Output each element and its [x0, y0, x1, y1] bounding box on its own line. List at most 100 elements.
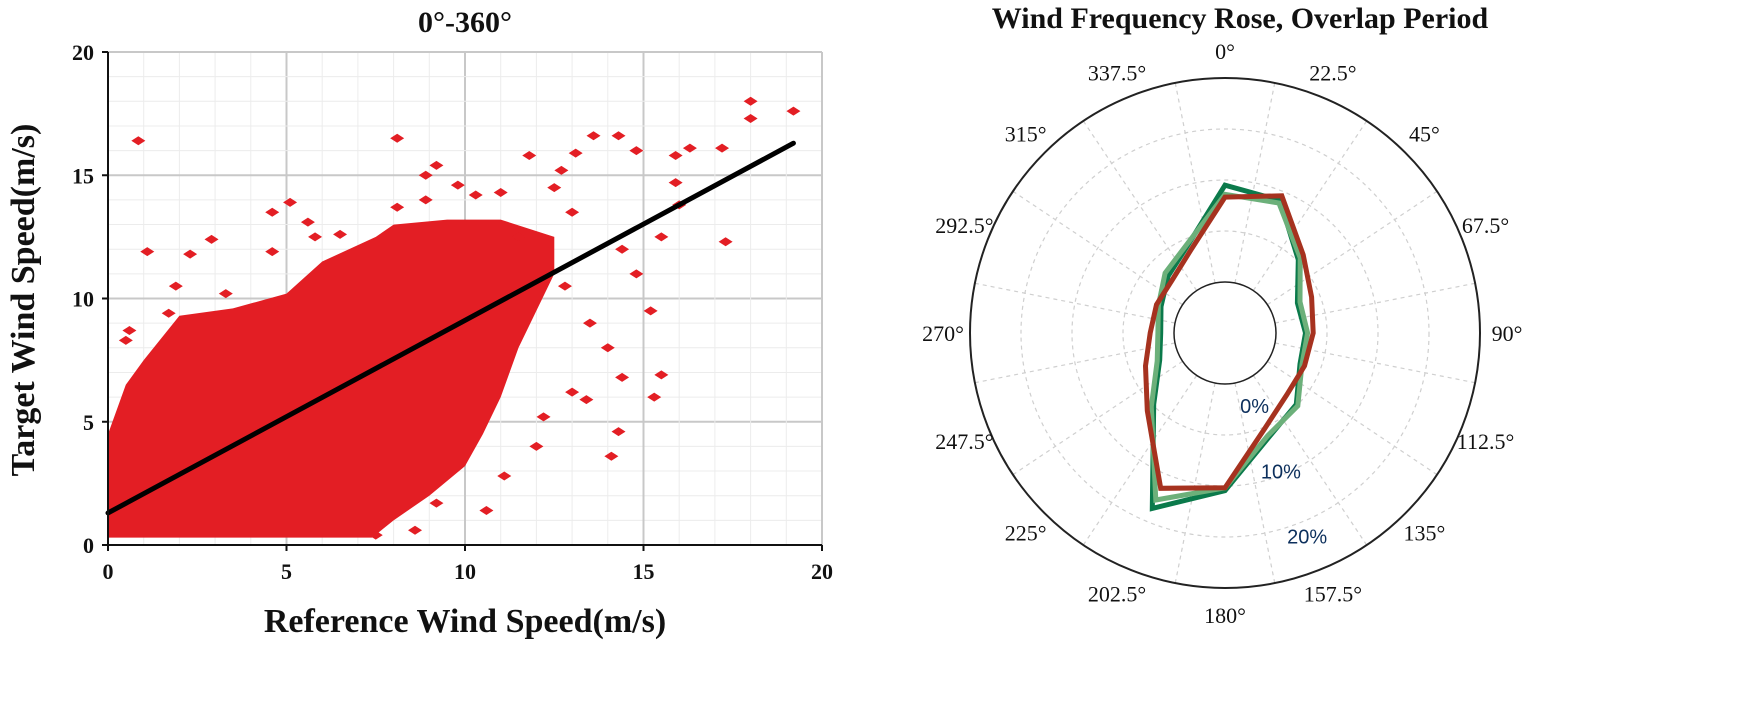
zero-circle	[1173, 281, 1277, 385]
data-point	[786, 106, 801, 116]
data-point	[300, 217, 315, 227]
data-point	[283, 197, 298, 207]
data-point	[493, 188, 508, 198]
data-point	[390, 202, 405, 212]
x-tick-label: 0	[103, 559, 114, 584]
data-point	[131, 136, 146, 146]
data-point	[450, 180, 465, 190]
data-point	[579, 395, 594, 405]
y-tick-label: 5	[83, 410, 94, 435]
spoke-gridline	[1234, 382, 1276, 584]
data-point	[715, 143, 730, 153]
data-point	[161, 308, 176, 318]
data-point	[647, 392, 662, 402]
spoke-gridline	[1174, 82, 1216, 284]
y-tick-label: 20	[72, 40, 94, 65]
spoke-gridline	[1234, 82, 1276, 284]
angle-label: 45°	[1409, 122, 1440, 147]
data-point	[429, 160, 444, 170]
data-point	[611, 131, 626, 141]
data-point	[368, 530, 383, 540]
polar-grid	[969, 77, 1481, 589]
radial-label: 0%	[1240, 396, 1269, 418]
data-point	[682, 143, 697, 153]
data-point	[418, 170, 433, 180]
y-tick-label: 10	[72, 287, 94, 312]
data-point	[168, 281, 183, 291]
data-point	[122, 326, 137, 336]
spoke-gridline	[1174, 382, 1216, 584]
data-point	[118, 335, 133, 345]
data-point	[568, 148, 583, 158]
ring-gridline	[1071, 179, 1379, 487]
data-point	[390, 133, 405, 143]
data-point	[582, 318, 597, 328]
angle-labels: 0° 22.5° 45° 67.5° 90° 112.5° 135° 157.5° 180° 20…	[922, 39, 1522, 628]
data-point	[536, 412, 551, 422]
data-point	[565, 207, 580, 217]
series-line-2	[1148, 191, 1311, 503]
y-tick-label: 0	[83, 533, 94, 558]
data-point	[654, 232, 669, 242]
data-point	[140, 247, 155, 257]
data-point	[529, 441, 544, 451]
radial-label: 10%	[1261, 461, 1301, 483]
data-point	[522, 151, 537, 161]
data-point	[265, 207, 280, 217]
angle-label: 337.5°	[1088, 60, 1146, 85]
y-axis-label: Target Wind Speed(m/s)	[5, 124, 42, 477]
angle-label: 315°	[1005, 122, 1047, 147]
data-point	[643, 306, 658, 316]
angle-label: 90°	[1492, 321, 1523, 346]
ring-gridline	[1020, 128, 1430, 538]
series-line-3	[1142, 193, 1316, 491]
angle-label: 22.5°	[1309, 60, 1356, 85]
tick-labels: 0 5 10 15 20 0 5 10 15 20	[72, 40, 833, 584]
data-point	[204, 234, 219, 244]
angle-label: 0°	[1215, 39, 1235, 64]
data-point	[557, 281, 572, 291]
data-point	[629, 269, 644, 279]
data-point	[479, 505, 494, 515]
data-point	[408, 525, 423, 535]
points	[118, 96, 801, 540]
data-point	[615, 372, 630, 382]
spoke-gridline	[974, 282, 1176, 324]
angle-label: 270°	[922, 321, 964, 346]
x-tick-label: 10	[454, 559, 476, 584]
regression-line	[105, 140, 796, 516]
y-tick-label: 15	[72, 163, 94, 188]
data-point	[604, 451, 619, 461]
x-tick-label: 20	[811, 559, 833, 584]
data-point	[611, 427, 626, 437]
data-point	[418, 195, 433, 205]
data-point	[743, 114, 758, 124]
data-point	[586, 131, 601, 141]
ring-gridline	[1122, 230, 1328, 436]
x-axis-label: Reference Wind Speed(m/s)	[264, 603, 666, 640]
data-point	[308, 232, 323, 242]
scatter-chart: 0 5 10 15 20 0 5 10 15 20 0°-360° Reference Wind …	[5, 6, 833, 640]
wind-rose-chart: Wind Frequency Rose, Overlap Period 0° 22…	[922, 2, 1522, 628]
x-tick-label: 15	[633, 559, 655, 584]
scatter-title: 0°-360°	[418, 6, 512, 39]
data-point	[629, 146, 644, 156]
series	[1142, 182, 1316, 512]
spoke-gridline	[1012, 190, 1183, 306]
angle-label: 135°	[1403, 520, 1445, 545]
data-point	[615, 244, 630, 254]
spoke-gridline	[1082, 375, 1198, 546]
data-point	[565, 387, 580, 397]
angle-label: 292.5°	[935, 213, 993, 238]
angle-label: 67.5°	[1462, 213, 1509, 238]
dense-point-cloud	[108, 219, 555, 538]
data-point	[600, 343, 615, 353]
data-point	[668, 178, 683, 188]
spoke-gridline	[1252, 375, 1368, 546]
data-point	[743, 96, 758, 106]
wind-rose-title: Wind Frequency Rose, Overlap Period	[992, 2, 1489, 35]
data-point	[654, 370, 669, 380]
angle-label: 247.5°	[935, 429, 993, 454]
outer-circle	[969, 77, 1481, 589]
